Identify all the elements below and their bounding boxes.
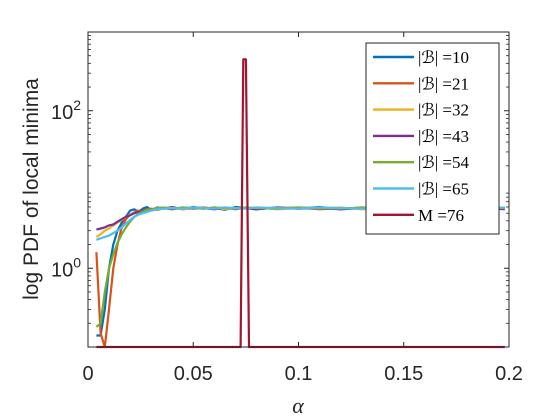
legend-label-4: |ℬ| =43 bbox=[418, 127, 469, 146]
legend-label-3: |ℬ| =32 bbox=[418, 101, 469, 120]
x-tick-label: 0.05 bbox=[174, 363, 213, 385]
legend-label-2: |ℬ| =21 bbox=[418, 74, 469, 93]
x-tick-label: 0.1 bbox=[285, 363, 313, 385]
legend-label-5: |ℬ| =54 bbox=[418, 153, 470, 172]
legend: |ℬ| =10 |ℬ| =21 |ℬ| =32 |ℬ| =43 |ℬ| =54 |ℬ| =… bbox=[365, 42, 500, 235]
x-tick-label: 0.2 bbox=[495, 363, 523, 385]
x-tick-label: 0 bbox=[82, 363, 93, 385]
legend-box bbox=[365, 42, 500, 235]
y-tick-label: 102 bbox=[51, 97, 81, 124]
x-tick-label: 0.15 bbox=[384, 363, 423, 385]
legend-label-7: M =76 bbox=[418, 206, 464, 225]
y-axis-label: log PDF of local minima bbox=[20, 78, 43, 300]
legend-label-6: |ℬ| =65 bbox=[418, 180, 469, 199]
x-axis-label: α bbox=[292, 393, 304, 418]
legend-label-1: |ℬ| =10 bbox=[418, 48, 469, 67]
